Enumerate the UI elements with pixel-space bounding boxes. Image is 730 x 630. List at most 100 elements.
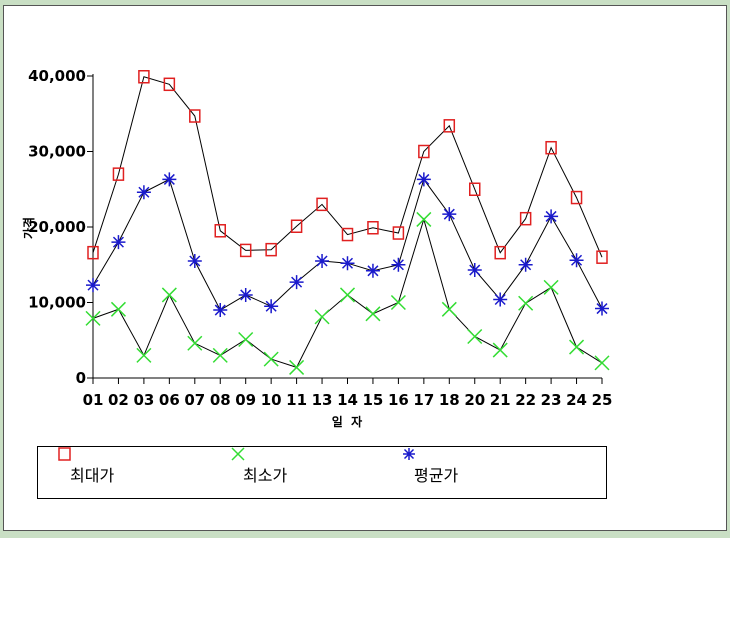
data-point-avg (162, 172, 177, 187)
series-line-0 (92, 76, 603, 258)
legend-item-min: 최소가 (231, 447, 287, 500)
x-axis-title: 일 자 (332, 414, 362, 429)
data-point-max (214, 224, 226, 238)
data-point-max (87, 245, 99, 260)
x-tick-label: 08 (210, 391, 231, 409)
data-point-max (189, 109, 201, 123)
data-point-min (238, 331, 254, 348)
y-axis-title: 가격 (21, 217, 36, 239)
data-point-min (569, 339, 585, 355)
data-point-avg (136, 185, 151, 200)
data-point-max (392, 226, 405, 240)
x-marker-icon (231, 447, 245, 461)
x-tick-label: 20 (464, 391, 485, 409)
data-point-avg (544, 209, 559, 224)
data-point-max (519, 211, 532, 226)
data-point-min (441, 301, 457, 317)
data-point-max (596, 250, 608, 264)
x-tick-label: 13 (312, 391, 333, 409)
data-point-min (339, 287, 356, 303)
data-point-max (239, 243, 252, 258)
data-point-min (161, 287, 177, 303)
x-tick-label: 07 (184, 391, 205, 409)
data-point-avg (86, 278, 100, 293)
data-point-min (136, 347, 152, 363)
data-point-max (494, 245, 506, 260)
data-point-max (265, 242, 277, 257)
data-point-avg (315, 253, 330, 268)
legend-label-min: 최소가 (243, 465, 288, 485)
data-point-min (85, 310, 101, 326)
data-point-min (314, 309, 330, 325)
data-point-max (138, 70, 150, 84)
data-point-max (112, 167, 125, 181)
data-point-max (163, 77, 176, 92)
data-point-avg (111, 235, 126, 250)
data-point-avg (391, 257, 406, 272)
data-point-avg (518, 257, 533, 272)
data-point-avg (264, 299, 279, 314)
legend-label-avg: 평균가 (414, 465, 459, 485)
data-point-max (367, 221, 379, 235)
data-point-min (263, 351, 279, 367)
series-line-2 (92, 178, 603, 311)
x-tick-label: 17 (413, 391, 434, 409)
y-tick-label: 30,000 (28, 143, 86, 161)
data-point-avg (595, 301, 609, 316)
data-point-avg (493, 292, 508, 307)
data-point-max (545, 140, 557, 155)
x-tick-label: 03 (133, 391, 154, 409)
x-tick-label: 01 (83, 391, 104, 409)
y-tick-label: 40,000 (28, 67, 86, 85)
x-tick-label: 09 (235, 391, 256, 409)
asterisk-marker-icon (403, 448, 415, 460)
data-point-avg (416, 172, 431, 187)
x-tick-label: 15 (363, 391, 384, 409)
square-marker-icon (58, 447, 71, 461)
x-tick-label: 10 (261, 391, 282, 409)
legend-item-avg: 평균가 (402, 447, 458, 500)
series-line-1 (92, 217, 603, 369)
legend-label-max: 최대가 (70, 465, 115, 485)
data-point-min (467, 328, 483, 345)
x-tick-label: 23 (541, 391, 562, 409)
x-tick-label: 22 (515, 391, 536, 409)
data-point-min (518, 295, 534, 311)
data-point-avg (213, 303, 228, 318)
data-point-avg (467, 263, 482, 278)
data-point-min (492, 342, 508, 358)
data-point-max (316, 197, 328, 212)
x-tick-label: 06 (159, 391, 180, 409)
data-point-min (187, 335, 203, 351)
x-tick-label: 18 (439, 391, 460, 409)
data-point-min (594, 355, 610, 371)
data-point-min (390, 294, 406, 311)
x-tick-label: 25 (592, 391, 613, 409)
x-tick-label: 11 (286, 391, 307, 409)
data-point-min (543, 279, 559, 295)
data-point-min (289, 359, 305, 375)
x-tick-label: 14 (337, 391, 358, 409)
data-point-avg (442, 207, 457, 222)
data-point-avg (569, 253, 584, 268)
data-point-min (212, 347, 228, 363)
chart-legend: 최대가 최소가 평균가 (37, 446, 607, 499)
x-tick-label: 02 (108, 391, 129, 409)
data-point-min (416, 211, 432, 227)
data-point-max (443, 119, 456, 133)
y-tick-label: 20,000 (28, 218, 86, 236)
data-point-max (469, 182, 481, 196)
data-point-max (341, 227, 354, 242)
data-point-min (110, 301, 126, 317)
data-point-avg (289, 275, 304, 290)
data-point-avg (187, 253, 202, 268)
data-point-avg (365, 263, 380, 278)
data-point-avg (238, 287, 253, 302)
data-point-min (365, 306, 381, 322)
data-point-max (418, 144, 430, 159)
x-tick-label: 21 (490, 391, 511, 409)
x-tick-label: 24 (566, 391, 587, 409)
legend-item-max: 최대가 (58, 447, 114, 500)
data-point-avg (340, 256, 355, 271)
